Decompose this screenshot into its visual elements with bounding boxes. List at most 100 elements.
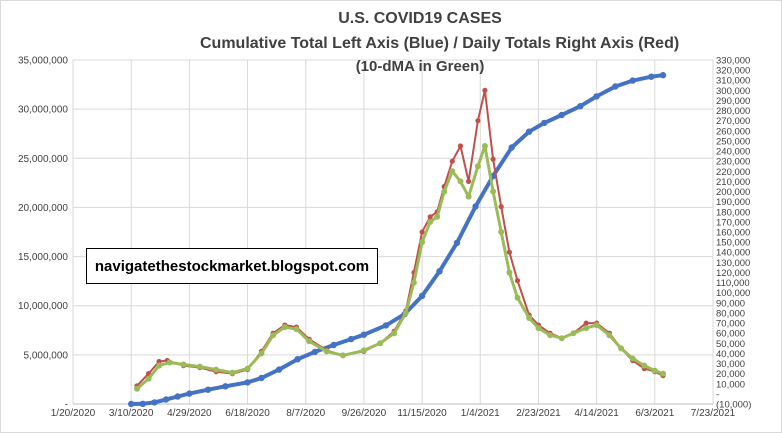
y-right-tick-label: 110,000 bbox=[716, 278, 750, 289]
series-3-point bbox=[558, 335, 565, 342]
series-1-point bbox=[436, 268, 443, 275]
y-right-tick-label: 230,000 bbox=[716, 157, 750, 168]
series-3-point bbox=[281, 324, 288, 331]
series-1-point bbox=[139, 400, 146, 407]
series-1-point bbox=[174, 393, 181, 400]
series-1-point bbox=[244, 379, 251, 386]
series-2-point bbox=[514, 278, 521, 284]
series-2-point bbox=[419, 229, 425, 235]
series-3-point bbox=[535, 325, 542, 332]
series-3-point bbox=[306, 338, 313, 345]
y-right-tick-label: 90,000 bbox=[716, 298, 745, 309]
series-3-point bbox=[606, 332, 613, 339]
y-right-tick-label: 330,000 bbox=[716, 56, 750, 67]
series-3-point bbox=[618, 345, 625, 352]
series-3-point bbox=[474, 163, 481, 170]
series-1-point bbox=[593, 93, 600, 100]
series-3-point bbox=[660, 370, 666, 377]
series-3-point bbox=[490, 188, 497, 195]
y-right-tick-label: 210,000 bbox=[716, 177, 750, 188]
series-3-point bbox=[244, 365, 251, 372]
y-right-tick-label: - bbox=[716, 389, 719, 400]
series-1-point bbox=[577, 103, 584, 110]
y-right-tick-label: 50,000 bbox=[716, 339, 745, 350]
y-left-tick-label: 10,000,000 bbox=[18, 301, 68, 312]
series-1-point bbox=[151, 399, 158, 406]
x-tick-label: 11/15/2020 bbox=[397, 408, 447, 419]
y-left-tick-label: - bbox=[65, 400, 68, 411]
series-2-point bbox=[427, 214, 433, 220]
series-3-point bbox=[391, 330, 398, 337]
y-left-tick-label: 35,000,000 bbox=[18, 56, 68, 67]
y-right-tick-label: 280,000 bbox=[716, 106, 750, 117]
series-3-point bbox=[229, 369, 236, 376]
y-right-tick-label: 80,000 bbox=[716, 308, 745, 319]
series-3-point bbox=[419, 239, 426, 246]
y-right-tick-label: 190,000 bbox=[716, 197, 750, 208]
series-3-point bbox=[583, 325, 590, 332]
y-left-tick-label: 30,000,000 bbox=[18, 105, 68, 116]
series-3-point bbox=[514, 294, 521, 301]
y-left-tick-label: 25,000,000 bbox=[18, 154, 68, 165]
series-line-2 bbox=[136, 89, 664, 387]
y-right-tick-label: 60,000 bbox=[716, 329, 745, 340]
series-3-point bbox=[641, 362, 648, 369]
series-3-point bbox=[134, 385, 140, 392]
series-3-point bbox=[481, 143, 488, 149]
y-right-tick-label: 20,000 bbox=[716, 369, 745, 380]
x-tick-label: 3/10/2020 bbox=[109, 408, 154, 419]
y-right-tick-label: 200,000 bbox=[716, 187, 750, 198]
x-tick-label: 1/4/2021 bbox=[461, 408, 500, 419]
series-1-point bbox=[629, 77, 636, 84]
series-2-point bbox=[506, 249, 512, 255]
series-1-point bbox=[275, 366, 283, 373]
series-3-point bbox=[410, 279, 417, 286]
y-right-tick-label: 240,000 bbox=[716, 147, 750, 158]
x-tick-label: 4/29/2020 bbox=[167, 408, 212, 419]
x-tick-label: 2/23/2021 bbox=[516, 408, 561, 419]
series-1-point bbox=[508, 144, 515, 151]
series-3-point bbox=[434, 213, 441, 220]
y-right-tick-label: 310,000 bbox=[716, 76, 750, 87]
series-1-point bbox=[204, 386, 212, 393]
x-tick-label: 4/14/2021 bbox=[574, 408, 619, 419]
series-1-point bbox=[541, 119, 548, 127]
series-3-point bbox=[651, 367, 658, 374]
series-1-point bbox=[222, 383, 229, 390]
series-2-point bbox=[583, 320, 589, 326]
series-3-point bbox=[629, 355, 636, 362]
x-tick-label: 9/26/2020 bbox=[342, 408, 387, 419]
y-right-tick-label: (10,000) bbox=[716, 400, 751, 411]
series-1-point bbox=[360, 331, 368, 338]
series-2-point bbox=[449, 158, 455, 164]
y-right-tick-label: 40,000 bbox=[716, 349, 745, 360]
series-1-point bbox=[311, 348, 319, 356]
y-left-tick-label: 15,000,000 bbox=[18, 252, 68, 263]
series-3-point bbox=[196, 363, 203, 370]
series-3-point bbox=[270, 332, 277, 339]
series-1-point bbox=[525, 128, 533, 135]
series-3-point bbox=[506, 269, 513, 276]
series-3-point bbox=[323, 348, 330, 355]
series-3-point bbox=[457, 178, 464, 185]
y-right-tick-label: 100,000 bbox=[716, 288, 750, 299]
chart-subtitle-2: (10-dMA in Green) bbox=[355, 58, 485, 75]
series-3-point bbox=[145, 375, 152, 382]
x-tick-label: 7/23/2021 bbox=[691, 408, 736, 419]
y-right-tick-label: 30,000 bbox=[716, 359, 745, 370]
y-right-tick-label: 290,000 bbox=[716, 96, 750, 107]
series-3-point bbox=[180, 361, 187, 368]
chart-title: U.S. COVID19 CASES bbox=[338, 10, 502, 27]
series-3-point bbox=[441, 188, 448, 195]
chart-subtitle: Cumulative Total Left Axis (Blue) / Dail… bbox=[200, 35, 680, 52]
y-right-tick-label: 270,000 bbox=[716, 116, 750, 127]
series-1-point bbox=[648, 73, 655, 80]
series-3-point bbox=[166, 359, 173, 366]
y-right-tick-label: 260,000 bbox=[716, 126, 750, 137]
series-2-point bbox=[156, 358, 162, 365]
x-tick-label: 6/3/2021 bbox=[635, 408, 674, 419]
series-2-point bbox=[482, 87, 488, 93]
y-right-tick-label: 250,000 bbox=[716, 136, 750, 147]
